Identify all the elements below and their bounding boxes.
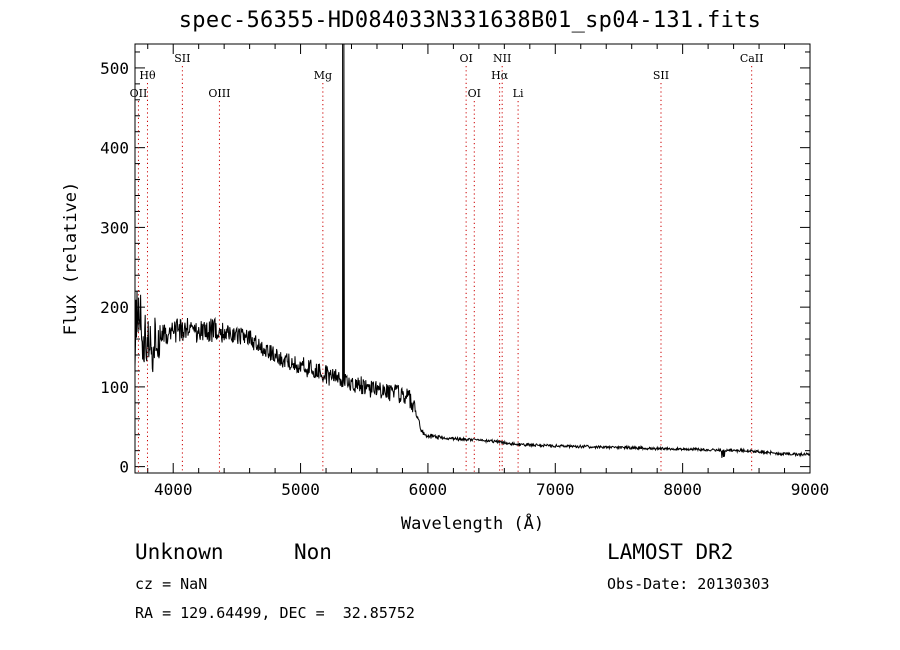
y-axis-label: Flux (relative) (61, 182, 81, 336)
x-tick-label: 6000 (409, 480, 448, 499)
line-marker-label: Hα (491, 69, 509, 82)
coordinates: RA = 129.64499, DEC = 32.85752 (135, 604, 415, 622)
line-marker-label: SII (653, 69, 669, 82)
line-marker-label: Hθ (139, 69, 156, 82)
y-tick-label: 0 (119, 458, 129, 477)
line-marker-label: OI (468, 87, 481, 100)
y-tick-label: 400 (100, 139, 129, 158)
line-marker-label: OI (459, 52, 472, 65)
object-class: Unknown (135, 540, 224, 564)
spectrum-layer (134, 43, 811, 458)
obs-date: Obs-Date: 20130303 (607, 575, 770, 593)
line-marker-label: SII (174, 52, 190, 65)
y-tick-label: 100 (100, 378, 129, 397)
y-tick-label: 300 (100, 218, 129, 237)
x-axis-label: Wavelength (Å) (401, 512, 544, 534)
line-marker-label: OII (130, 87, 148, 100)
x-tick-label: 4000 (154, 480, 193, 499)
line-marker-label: Mg (314, 69, 332, 82)
x-tick-label: 5000 (281, 480, 320, 499)
y-tick-label: 500 (100, 59, 129, 78)
plot-frame (134, 43, 811, 474)
axis-labels: 4000 5000 6000 7000 8000 9000 0 100 200 300 400 500… (61, 59, 829, 534)
object-subclass: Non (294, 540, 332, 564)
line-marker-label: Li (513, 87, 524, 100)
redshift-cz: cz = NaN (135, 575, 208, 593)
line-marker-label: CaII (740, 52, 764, 65)
data-release: LAMOST DR2 (607, 540, 734, 564)
spectrum-line (134, 43, 811, 458)
plot-axes (134, 43, 811, 474)
y-tick-label: 200 (100, 298, 129, 317)
line-marker-label: OIII (208, 87, 230, 100)
line-marker-label: NII (493, 52, 511, 65)
line-markers: Hθ OII SII OIII Mg OI OI NII Hα Li SII CaII (130, 52, 764, 473)
chart-title: spec-56355-HD084033N331638B01_sp04-131.f… (178, 8, 762, 33)
x-tick-label: 9000 (791, 480, 830, 499)
x-tick-label: 7000 (536, 480, 575, 499)
x-tick-label: 8000 (663, 480, 702, 499)
